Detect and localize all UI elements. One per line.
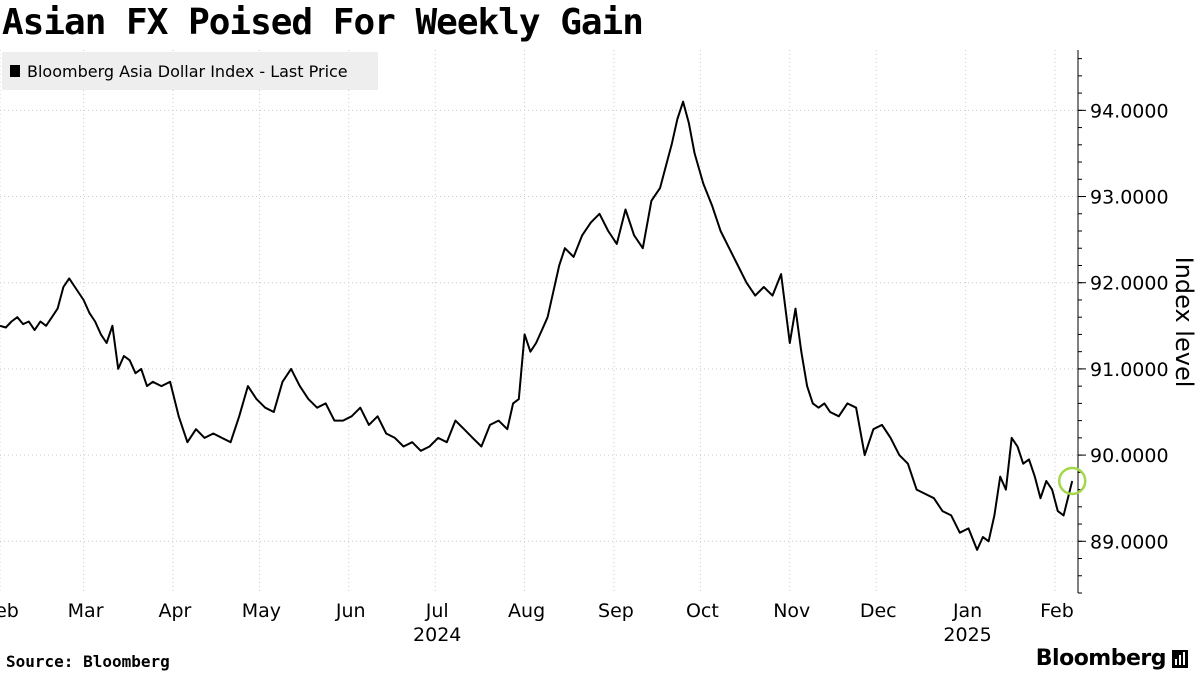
legend-background: [2, 52, 378, 90]
x-tick-label: Dec: [860, 600, 897, 622]
x-tick-label: Feb: [1040, 600, 1074, 622]
y-tick-label: 89.0000: [1090, 531, 1169, 553]
y-tick-label: 92.0000: [1090, 273, 1169, 295]
x-year-label: 2024: [413, 624, 461, 646]
y-axis-label: Index level: [1170, 257, 1198, 388]
source-note: Source: Bloomberg: [6, 652, 170, 671]
x-tick-label: May: [242, 600, 281, 622]
y-tick-label: 91.0000: [1090, 359, 1169, 381]
latest-value-highlight: [1057, 466, 1087, 496]
y-axis: 89.0000 90.0000 91.0000 92.0000 93.0000 94.00…: [1077, 50, 1169, 594]
grid: [0, 50, 1078, 593]
y-tick-label: 93.0000: [1090, 187, 1169, 209]
x-axis: Feb Mar Apr May Jun Jul Aug Sep Oct Nov Dec Jan Feb 2…: [0, 600, 1074, 646]
y-tick-label: 90.0000: [1090, 445, 1169, 467]
x-tick-label: Jan: [952, 600, 982, 622]
x-year-label: 2025: [943, 624, 991, 646]
x-tick-label: Feb: [0, 600, 19, 622]
x-tick-label: Sep: [598, 600, 634, 622]
x-tick-label: Jul: [425, 600, 449, 622]
bloomberg-terminal-icon: [1172, 649, 1188, 668]
series-line-asia-dollar-index: [0, 100, 1074, 551]
x-tick-label: Aug: [508, 600, 545, 622]
y-tick-label: 94.0000: [1090, 100, 1169, 122]
chart-title: Asian FX Poised For Weekly Gain: [2, 2, 644, 43]
legend: Bloomberg Asia Dollar Index - Last Price: [2, 52, 378, 90]
brand-name: Bloomberg: [1035, 646, 1167, 671]
x-tick-label: Mar: [68, 600, 104, 622]
x-tick-label: Jun: [335, 600, 366, 622]
legend-swatch: [10, 65, 20, 77]
x-tick-label: Apr: [159, 600, 192, 622]
x-tick-label: Oct: [686, 600, 719, 622]
legend-label: Bloomberg Asia Dollar Index - Last Price: [27, 62, 348, 81]
x-tick-label: Nov: [773, 600, 810, 622]
brand-logo: Bloomberg: [1036, 646, 1188, 671]
